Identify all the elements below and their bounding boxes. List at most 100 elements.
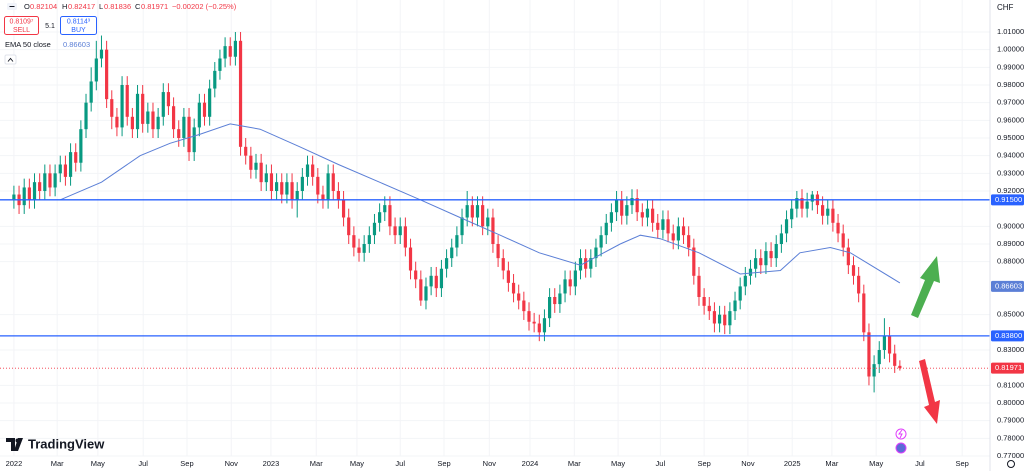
candle-body bbox=[548, 297, 552, 319]
candle-body bbox=[244, 146, 248, 156]
candle-body bbox=[764, 251, 768, 266]
candle-body bbox=[810, 194, 814, 202]
candle-body bbox=[872, 364, 876, 377]
candle-body bbox=[419, 279, 423, 301]
candle-body bbox=[656, 222, 660, 230]
candle-body bbox=[372, 222, 377, 236]
candle-body bbox=[177, 129, 181, 138]
low-value: 0.81836 bbox=[104, 2, 131, 11]
y-tick-label: 0.78000 bbox=[997, 433, 1024, 442]
settings-icon[interactable] bbox=[1007, 460, 1015, 468]
candle-body bbox=[589, 258, 593, 269]
candle-body bbox=[326, 173, 330, 200]
candle-body bbox=[645, 208, 650, 218]
candle-body bbox=[383, 205, 387, 213]
candle-body bbox=[295, 191, 299, 200]
x-tick-label: 2023 bbox=[263, 459, 280, 468]
logo-icon bbox=[6, 438, 23, 451]
x-tick-label: May bbox=[350, 459, 364, 468]
candle-body bbox=[594, 247, 598, 259]
candle-body bbox=[347, 217, 351, 236]
candle-body bbox=[805, 201, 809, 209]
down-arrow bbox=[919, 359, 940, 424]
sell-button[interactable] bbox=[4, 16, 39, 35]
candle-body bbox=[300, 176, 304, 191]
axes: 1.01000 1.00000 0.99000 0.98000 0.97000 0.960… bbox=[6, 27, 1024, 468]
x-tick-label: Mar bbox=[825, 459, 838, 468]
logo: TradingView bbox=[6, 436, 105, 451]
candle-body bbox=[640, 212, 644, 218]
candle-body bbox=[769, 251, 773, 259]
candle-body bbox=[723, 314, 727, 326]
candle-body bbox=[455, 235, 459, 248]
candle-body bbox=[614, 199, 619, 213]
candle-body bbox=[666, 219, 670, 234]
candle-body bbox=[110, 99, 114, 117]
candle-body bbox=[743, 275, 747, 287]
low-label: L bbox=[99, 2, 103, 11]
level-tag bbox=[991, 194, 1024, 206]
candle-body bbox=[882, 335, 887, 350]
x-tick-label: 2024 bbox=[522, 459, 539, 468]
candle-body bbox=[578, 258, 583, 271]
candle-body bbox=[491, 217, 495, 244]
candle-body bbox=[475, 205, 480, 218]
candle-body bbox=[305, 164, 310, 177]
candle-body bbox=[790, 208, 794, 220]
y-tick-label: 0.77000 bbox=[997, 451, 1024, 460]
candle-body bbox=[202, 102, 207, 117]
candle-body bbox=[867, 332, 871, 377]
candle-body bbox=[424, 286, 428, 301]
change-value: −0.00202 (−0.25%) bbox=[172, 2, 237, 11]
candle-body bbox=[414, 270, 418, 280]
candle-body bbox=[48, 173, 52, 188]
x-tick-label: Jul bbox=[395, 459, 405, 468]
candle-body bbox=[135, 93, 140, 130]
candle-body bbox=[836, 222, 840, 234]
candle-body bbox=[352, 235, 356, 248]
open-value: 0.82104 bbox=[30, 2, 57, 11]
candle-body bbox=[728, 311, 732, 326]
flag-icon[interactable] bbox=[895, 442, 907, 454]
legend-toggle[interactable] bbox=[4, 54, 17, 65]
header: O 0.82104 H 0.82417 L 0.81836 C 0.81971 … bbox=[4, 2, 1014, 65]
annotations bbox=[911, 256, 940, 424]
candle-body bbox=[496, 244, 500, 259]
candle-body bbox=[254, 162, 258, 170]
y-tick-label: 0.97000 bbox=[997, 98, 1024, 107]
candle-body bbox=[862, 293, 866, 333]
candle-body bbox=[233, 40, 237, 57]
candle-body bbox=[609, 212, 614, 223]
y-tick-label: 0.89000 bbox=[997, 239, 1024, 248]
candle-body bbox=[784, 219, 789, 234]
ema-tag bbox=[991, 280, 1024, 292]
y-tick-label: 0.95000 bbox=[997, 133, 1024, 142]
candle-body bbox=[43, 173, 47, 191]
candle-body bbox=[285, 182, 289, 195]
y-tick-label: 0.80000 bbox=[997, 398, 1024, 407]
candle-body bbox=[599, 235, 603, 248]
y-tick-label: 1.00000 bbox=[997, 45, 1024, 54]
level-tag-label: 0.83800 bbox=[995, 331, 1022, 340]
candle-body bbox=[58, 164, 62, 174]
candle-body bbox=[702, 297, 706, 306]
candle-body bbox=[79, 129, 83, 163]
buy-price: 0.8114³ bbox=[67, 18, 91, 25]
candle-body bbox=[795, 198, 799, 209]
candle-body bbox=[697, 275, 701, 297]
candle-body bbox=[630, 198, 634, 206]
candle-body bbox=[275, 182, 279, 191]
candle-body bbox=[331, 173, 335, 191]
candle-body bbox=[22, 187, 26, 206]
candle-body bbox=[259, 162, 263, 183]
x-tick-label: 2022 bbox=[6, 459, 23, 468]
buy-button[interactable] bbox=[60, 16, 97, 35]
candle-body bbox=[671, 233, 675, 241]
candle-body bbox=[151, 111, 155, 130]
x-tick-label: Sep bbox=[697, 459, 710, 468]
candle-body bbox=[228, 46, 232, 57]
x-tick-label: Jul bbox=[138, 459, 148, 468]
candle-body bbox=[506, 270, 510, 283]
candle-body bbox=[84, 102, 88, 130]
